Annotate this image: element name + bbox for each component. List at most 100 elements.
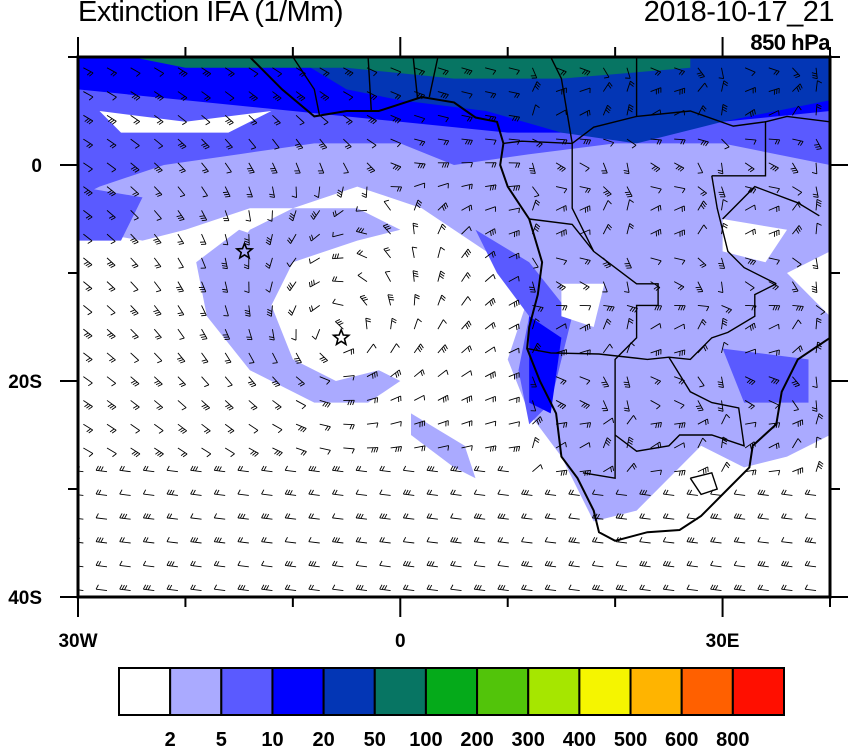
wind-barb — [508, 347, 520, 354]
wind-barb — [744, 87, 756, 94]
wind-barb — [379, 513, 391, 520]
wind-barb — [142, 489, 155, 496]
wind-barb — [332, 209, 344, 218]
wind-barb — [106, 138, 117, 149]
wind-barb — [532, 81, 541, 92]
wind-barb — [343, 67, 354, 77]
wind-barb — [497, 560, 509, 568]
country-border — [503, 110, 766, 145]
wind-barb — [602, 343, 613, 354]
wind-barb — [246, 186, 253, 198]
wind-barb — [359, 294, 369, 306]
wind-barb — [744, 204, 756, 211]
wind-barb — [484, 228, 496, 237]
wind-barb — [355, 227, 368, 235]
wind-barb — [757, 560, 769, 568]
wind-barb — [361, 186, 368, 198]
wind-barb — [248, 423, 259, 434]
wind-barb — [697, 138, 709, 147]
colorbar-swatch — [680, 667, 734, 716]
wind-barb — [308, 465, 320, 473]
wind-barb — [579, 87, 591, 94]
wind-barb — [284, 489, 297, 496]
wind-barb — [650, 376, 661, 386]
wind-barb — [270, 162, 278, 174]
wind-barb — [555, 186, 568, 194]
wind-barb — [83, 138, 93, 149]
wind-barb — [365, 317, 371, 330]
wind-barb — [237, 465, 249, 473]
wind-barb — [744, 281, 755, 292]
extinction-region — [722, 348, 809, 403]
wind-barb — [106, 400, 117, 410]
wind-barb — [153, 162, 163, 173]
wind-barb — [317, 162, 325, 174]
wind-barb — [674, 205, 686, 212]
wind-barb — [355, 465, 368, 473]
wind-barb — [792, 419, 804, 427]
wind-barb — [544, 513, 557, 520]
wind-barb — [530, 376, 537, 388]
wind-barb — [106, 305, 116, 316]
wind-barb — [626, 223, 635, 235]
wind-barb — [130, 257, 139, 269]
wind-barb — [532, 186, 540, 198]
wind-barb — [804, 513, 817, 520]
wind-barb — [697, 257, 707, 268]
wind-barb — [223, 210, 230, 222]
wind-barb — [294, 352, 302, 364]
wind-barb — [426, 560, 438, 568]
wind-barb — [485, 445, 497, 452]
wind-barb — [355, 206, 368, 212]
wind-barb — [626, 138, 637, 149]
wind-barb — [224, 138, 233, 150]
wind-barb — [792, 319, 802, 330]
wind-barb — [366, 397, 379, 404]
wind-barb — [745, 421, 757, 428]
wind-barb — [261, 465, 273, 473]
wind-barb — [130, 305, 139, 316]
wind-barb — [414, 162, 426, 169]
wind-barb — [450, 513, 462, 520]
wind-barb — [744, 322, 756, 331]
wind-barb — [319, 67, 330, 77]
wind-barb — [366, 422, 379, 428]
wind-barb — [387, 294, 395, 306]
wind-barb — [484, 371, 496, 379]
wind-barb — [319, 352, 328, 364]
wind-barb — [579, 205, 591, 213]
wind-barb — [650, 204, 662, 212]
wind-barb — [318, 138, 328, 150]
extinction-region — [722, 219, 787, 263]
wind-barb — [437, 162, 450, 168]
wind-barb — [343, 399, 355, 406]
wind-barb — [768, 469, 781, 476]
wind-barb — [95, 584, 108, 591]
wind-barb — [224, 376, 233, 388]
wind-barb — [222, 328, 231, 340]
wind-barb — [485, 206, 496, 212]
wind-barb — [579, 304, 592, 311]
wind-barb — [781, 560, 793, 568]
wind-barb — [508, 275, 520, 283]
wind-barb — [568, 513, 580, 520]
wind-barb — [592, 584, 604, 591]
wind-barb — [815, 460, 824, 472]
wind-barb — [95, 513, 108, 520]
wind-barb — [246, 329, 253, 341]
wind-barb — [461, 226, 472, 235]
africa-coastline — [249, 57, 830, 542]
wind-barb — [355, 537, 368, 544]
wind-barb — [201, 447, 212, 458]
wind-barb — [130, 91, 141, 101]
wind-barb — [544, 537, 557, 544]
wind-barb — [390, 91, 402, 100]
wind-barb — [355, 584, 368, 591]
wind-barb — [272, 352, 278, 364]
wind-barb — [815, 80, 823, 92]
wind-barb — [331, 276, 344, 283]
wind-barb — [153, 257, 162, 269]
wind-barb — [639, 537, 651, 544]
wind-barb — [83, 162, 93, 173]
wind-barb — [390, 317, 397, 330]
